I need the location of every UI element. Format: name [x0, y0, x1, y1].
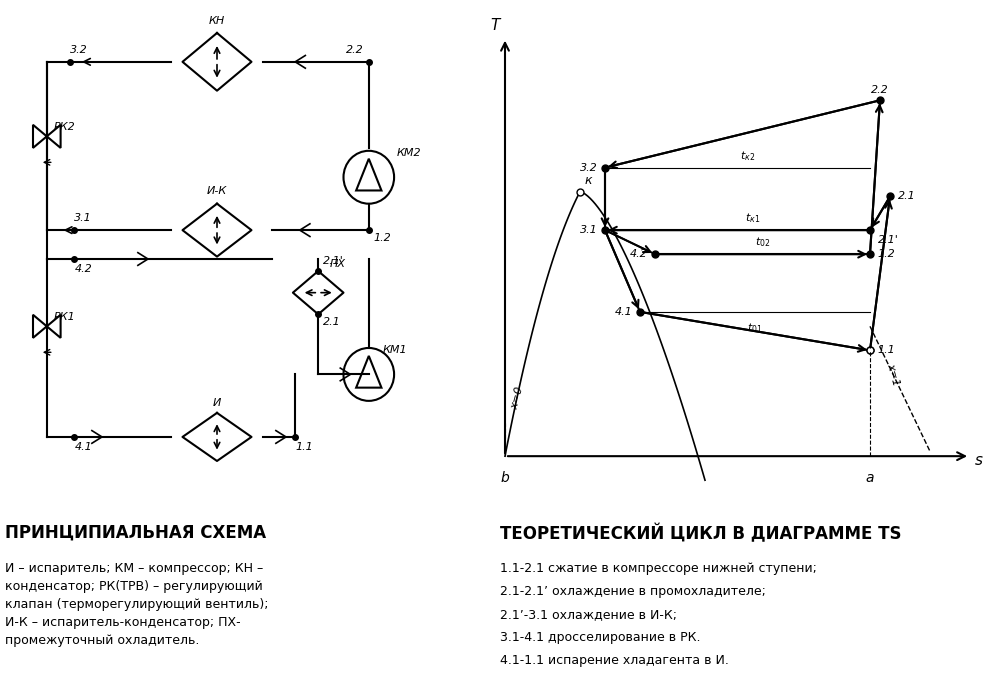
Text: КН: КН — [209, 16, 225, 25]
Polygon shape — [47, 125, 61, 148]
Text: ПРИНЦИПИАЛЬНАЯ СХЕМА: ПРИНЦИПИАЛЬНАЯ СХЕМА — [5, 523, 266, 541]
Text: 1.1: 1.1 — [878, 346, 895, 355]
Text: 1.1-2.1 сжатие в компрессоре нижней ступени;: 1.1-2.1 сжатие в компрессоре нижней ступ… — [500, 562, 817, 575]
Text: 2.1’-3.1 охлаждение в И-К;: 2.1’-3.1 охлаждение в И-К; — [500, 608, 677, 621]
Polygon shape — [33, 125, 47, 148]
Text: И: И — [213, 398, 221, 408]
Text: 4.1: 4.1 — [74, 442, 92, 452]
Text: 2.2: 2.2 — [871, 85, 889, 95]
Text: b: b — [501, 471, 509, 484]
Polygon shape — [33, 315, 47, 338]
Text: $t_{к2}$: $t_{к2}$ — [740, 149, 755, 163]
Polygon shape — [47, 315, 61, 338]
Text: 4.2: 4.2 — [74, 264, 92, 274]
Text: КМ1: КМ1 — [383, 346, 407, 355]
Text: ПХ: ПХ — [330, 258, 346, 269]
Text: 2.1': 2.1' — [323, 256, 344, 266]
Text: И-К: И-К — [207, 186, 227, 196]
Text: РК2: РК2 — [54, 122, 75, 132]
Text: $t_{01}$: $t_{01}$ — [747, 322, 763, 335]
Text: a: a — [866, 471, 874, 484]
Text: T: T — [490, 18, 500, 33]
Text: 4.1-1.1 испарение хладагента в И.: 4.1-1.1 испарение хладагента в И. — [500, 654, 729, 667]
Text: 4.1: 4.1 — [615, 307, 633, 317]
Text: 1.1: 1.1 — [295, 442, 313, 452]
Text: x=1: x=1 — [885, 362, 901, 387]
Text: РК1: РК1 — [54, 311, 75, 322]
Text: 3.1: 3.1 — [74, 213, 92, 223]
Text: 3.2: 3.2 — [580, 163, 598, 172]
Text: 2.2: 2.2 — [346, 45, 364, 54]
Text: 2.1: 2.1 — [898, 192, 915, 201]
Text: 1.2: 1.2 — [878, 249, 895, 259]
Text: И – испаритель; КМ – компрессор; КН –
конденсатор; РК(ТРВ) – регулирующий
клапан: И – испаритель; КМ – компрессор; КН – ко… — [5, 562, 268, 647]
Text: $t_{к1}$: $t_{к1}$ — [745, 212, 760, 225]
Text: s: s — [975, 453, 983, 469]
Text: 2.1': 2.1' — [878, 235, 898, 245]
Text: 2.1-2.1’ охлаждение в промохладителе;: 2.1-2.1’ охлаждение в промохладителе; — [500, 585, 766, 598]
Text: 3.2: 3.2 — [70, 45, 88, 54]
Text: x=0: x=0 — [510, 386, 526, 411]
Text: 4.2: 4.2 — [630, 249, 648, 259]
Text: 3.1-4.1 дросселирование в РК.: 3.1-4.1 дросселирование в РК. — [500, 631, 700, 644]
Text: 2.1: 2.1 — [323, 317, 341, 327]
Text: $t_{02}$: $t_{02}$ — [755, 236, 770, 249]
Text: к: к — [585, 174, 592, 187]
Text: 1.2: 1.2 — [373, 232, 391, 243]
Text: КМ2: КМ2 — [396, 148, 421, 158]
Text: 3.1: 3.1 — [580, 225, 598, 235]
Text: ТЕОРЕТИЧЕСКИЙ ЦИКЛ В ДИАГРАММЕ TS: ТЕОРЕТИЧЕСКИЙ ЦИКЛ В ДИАГРАММЕ TS — [500, 523, 902, 543]
